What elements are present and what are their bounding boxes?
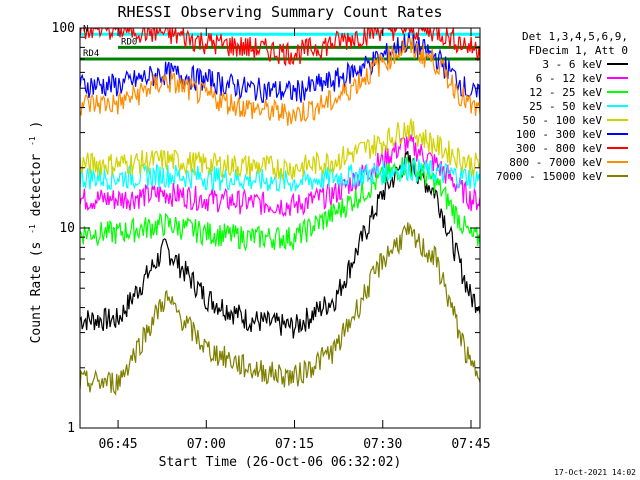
footer-timestamp: 17-Oct-2021 14:02 xyxy=(554,468,636,477)
series-line-50-100-kev xyxy=(80,118,480,181)
y-axis-label-end: ) xyxy=(29,121,44,129)
y-tick-label-2: 100 xyxy=(52,21,75,36)
axis-layer: 06:45 07:00 07:15 07:30 07:45 1 10 100 xyxy=(52,21,491,452)
series-line-7000-15000-kev xyxy=(80,222,480,396)
y-tick-label-0: 1 xyxy=(67,421,75,436)
legend-label-12-25-kev: 12 - 25 keV xyxy=(529,86,602,99)
annotation-label-rd4: RD4 xyxy=(83,49,99,59)
y-tick-label-1: 10 xyxy=(59,221,75,236)
x-axis-label: Start Time (26-Oct-06 06:32:02) xyxy=(159,455,402,470)
y-axis-label: Count Rate (s -1 detector -1 ) xyxy=(24,121,44,344)
annotation-label-n: N xyxy=(83,24,88,34)
legend-label-800-7000-kev: 800 - 7000 keV xyxy=(509,156,602,169)
legend-header-1: FDecim 1, Att 0 xyxy=(529,44,628,57)
x-tick-label-2: 07:15 xyxy=(275,437,314,452)
y-axis-label-sup1: -1 xyxy=(28,224,37,234)
y-axis-label-mid: detector xyxy=(29,154,44,217)
x-tick-label-1: 07:00 xyxy=(187,437,226,452)
legend-label-25-50-kev: 25 - 50 keV xyxy=(529,100,602,113)
chart-title: RHESSI Observing Summary Count Rates xyxy=(117,3,442,21)
series-line-6-12-kev xyxy=(80,133,480,218)
y-axis-label-main: Count Rate (s xyxy=(29,242,44,344)
x-tick-label-4: 07:45 xyxy=(451,437,490,452)
legend-label-100-300-kev: 100 - 300 keV xyxy=(516,128,602,141)
legend-header-0: Det 1,3,4,5,6,9, xyxy=(522,30,628,43)
legend-label-3-6-kev: 3 - 6 keV xyxy=(542,58,602,71)
series-line-100-300-kev xyxy=(80,32,480,106)
x-tick-label-3: 07:30 xyxy=(363,437,402,452)
series-line-300-800-kev xyxy=(80,28,480,67)
annotation-label-rd0: RD0 xyxy=(121,37,137,47)
legend-label-7000-15000-kev: 7000 - 15000 keV xyxy=(496,170,602,183)
series-line-800-7000-kev xyxy=(80,37,480,126)
series-line-3-6-kev xyxy=(80,150,480,339)
legend-label-6-12-kev: 6 - 12 keV xyxy=(536,72,603,85)
series-line-25-50-kev xyxy=(80,158,480,193)
x-tick-label-0: 06:45 xyxy=(98,437,137,452)
legend: Det 1,3,4,5,6,9,FDecim 1, Att 03 - 6 keV… xyxy=(496,30,628,183)
legend-label-300-800-kev: 300 - 800 keV xyxy=(516,142,602,155)
legend-label-50-100-kev: 50 - 100 keV xyxy=(523,114,603,127)
y-axis-label-sup2: -1 xyxy=(28,136,37,146)
